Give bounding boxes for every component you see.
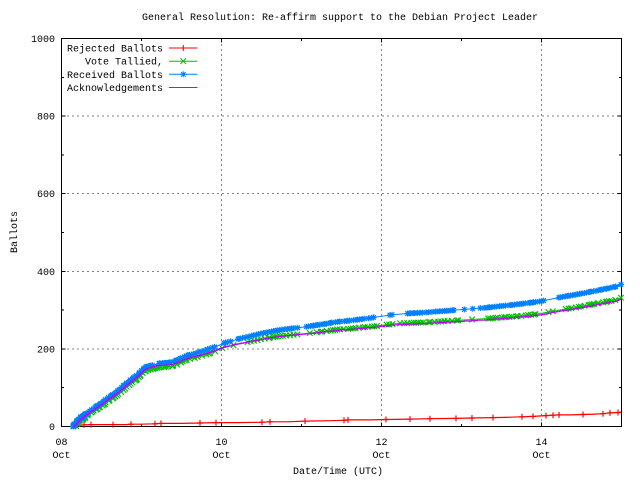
svg-text:400: 400 — [37, 268, 55, 279]
svg-text:General Resolution: Re-affirm: General Resolution: Re-affirm support to… — [142, 12, 538, 24]
svg-text:14: 14 — [535, 438, 547, 449]
svg-text:200: 200 — [37, 345, 55, 356]
svg-text:08: 08 — [55, 438, 67, 449]
svg-text:Ballots: Ballots — [9, 211, 21, 253]
svg-text:1000: 1000 — [31, 35, 55, 46]
svg-text:Rejected Ballots: Rejected Ballots — [67, 44, 163, 56]
svg-text:Date/Time (UTC): Date/Time (UTC) — [293, 466, 383, 478]
svg-text:Oct: Oct — [52, 451, 70, 462]
svg-text:12: 12 — [375, 438, 387, 449]
svg-text:Acknowledgements: Acknowledgements — [67, 83, 163, 95]
svg-text:800: 800 — [37, 113, 55, 124]
svg-text:600: 600 — [37, 190, 55, 201]
svg-text:Oct: Oct — [212, 451, 230, 462]
svg-text:Vote Tallied,: Vote Tallied, — [85, 57, 163, 69]
svg-text:10: 10 — [215, 438, 227, 449]
svg-text:Oct: Oct — [532, 451, 550, 462]
svg-text:0: 0 — [49, 423, 55, 434]
svg-text:Received Ballots: Received Ballots — [67, 70, 163, 82]
svg-text:Oct: Oct — [372, 451, 390, 462]
